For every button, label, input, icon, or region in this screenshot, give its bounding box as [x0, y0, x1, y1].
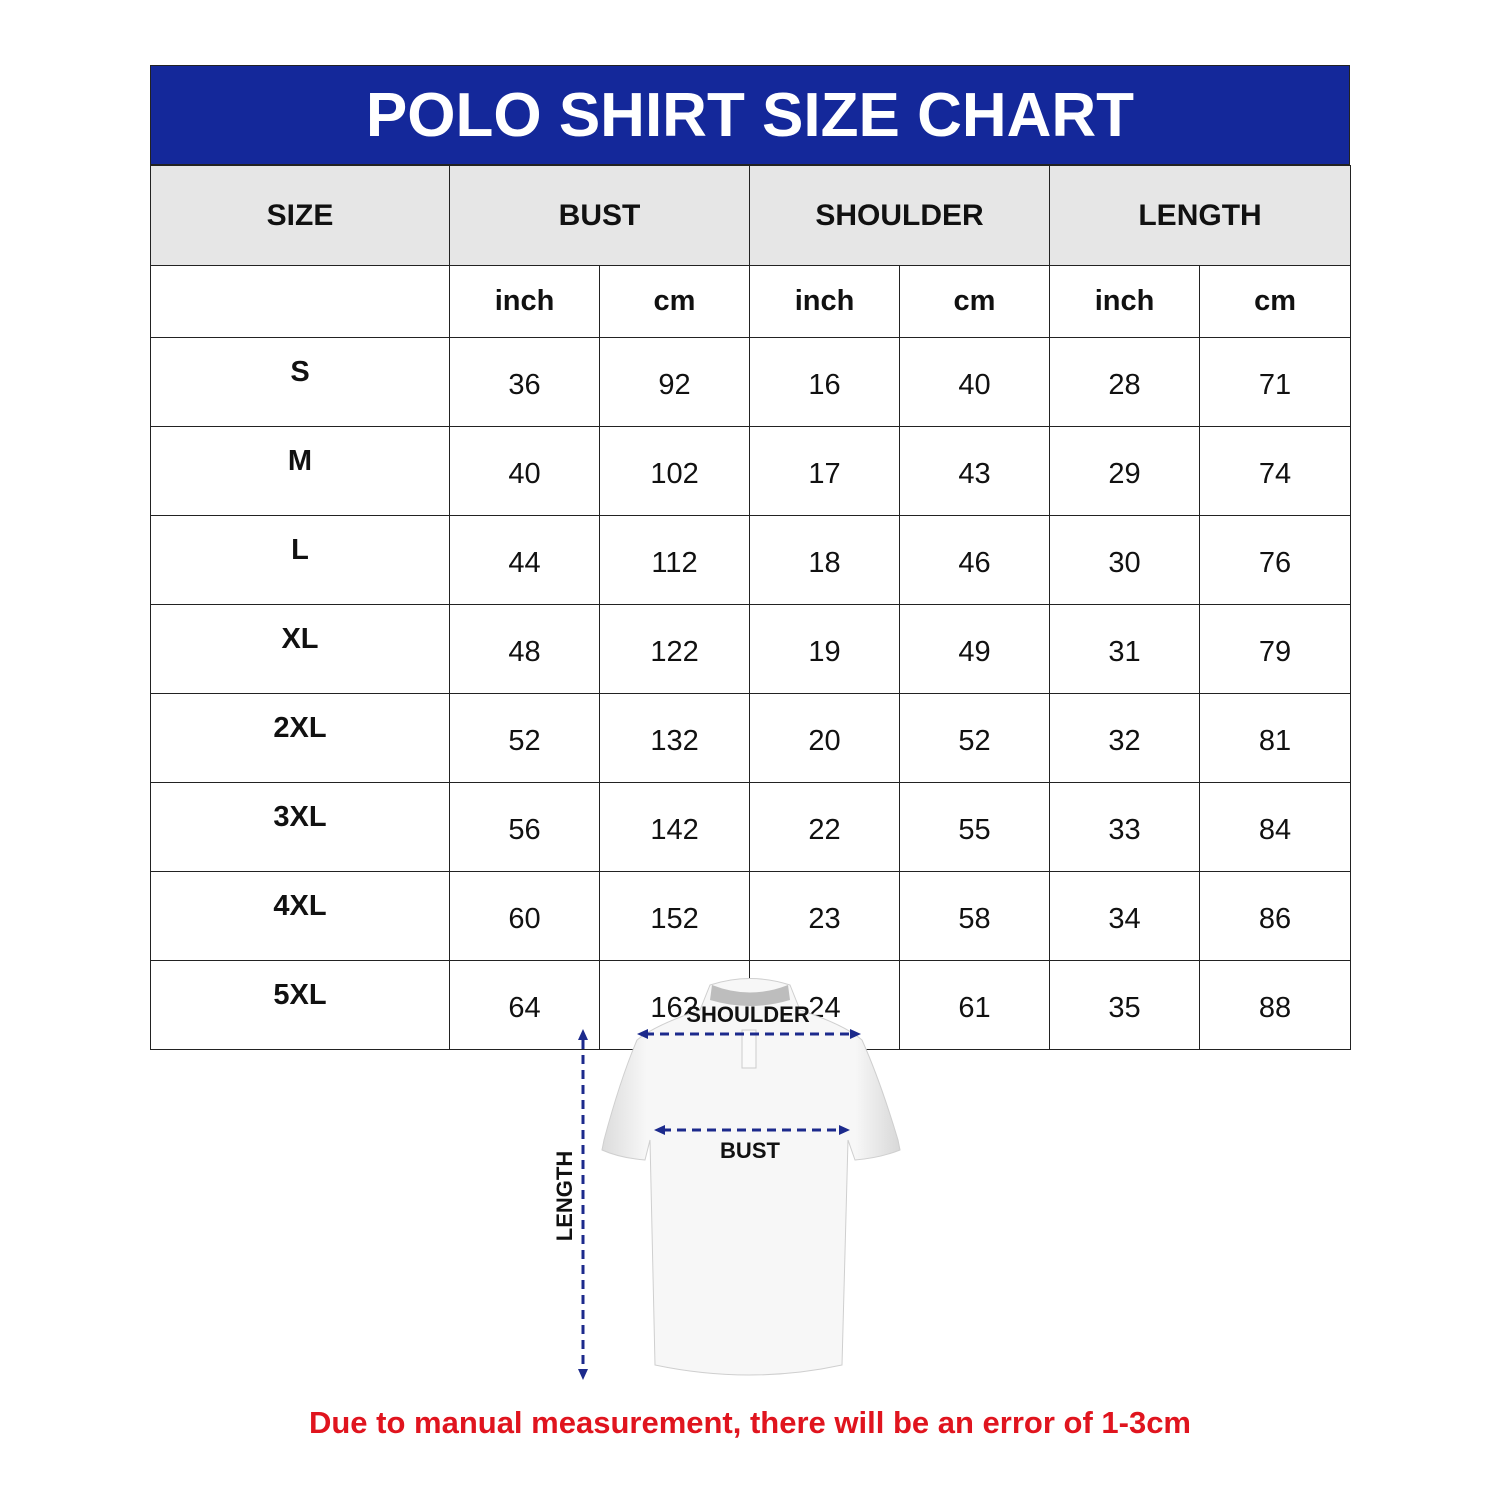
size-label: L [150, 515, 450, 605]
measurement-cell: 17 [749, 426, 901, 516]
header-length: LENGTH [1049, 165, 1352, 266]
measurement-cell: 35 [1049, 960, 1201, 1050]
header-row: SIZE BUST SHOULDER LENGTH [150, 165, 1352, 266]
measurement-cell: 31 [1049, 604, 1201, 694]
measurement-cell: 30 [1049, 515, 1201, 605]
measurement-note: Due to manual measurement, there will be… [308, 1405, 1192, 1440]
measurement-cell: 23 [749, 871, 901, 961]
size-label: M [150, 426, 450, 516]
arrowhead-icon [839, 1125, 850, 1135]
measurement-cell: 32 [1049, 693, 1201, 783]
measurement-cell: 60 [449, 871, 600, 961]
measurement-cell: 64 [449, 960, 600, 1050]
measurement-cell: 84 [1199, 782, 1352, 872]
measurement-cell: 28 [1049, 337, 1201, 427]
measurement-cell: 49 [899, 604, 1051, 694]
arrowhead-icon [654, 1125, 665, 1135]
measurement-cell: 58 [899, 871, 1051, 961]
measurement-cell: 18 [749, 515, 901, 605]
size-label: 3XL [150, 782, 450, 872]
shirt-body [601, 978, 901, 1376]
arrowhead-icon [578, 1369, 588, 1380]
measurement-cell: 88 [1199, 960, 1352, 1050]
collar [710, 985, 790, 1006]
unit-label: inch [449, 265, 600, 338]
measurement-cell: 52 [449, 693, 600, 783]
size-row: 2XL 52 132 20 52 32 81 [150, 693, 1352, 783]
measurement-cell: 79 [1199, 604, 1352, 694]
unit-label: inch [749, 265, 901, 338]
measurement-cell: 20 [749, 693, 901, 783]
measurement-cell: 76 [1199, 515, 1352, 605]
placket [741, 1029, 757, 1069]
measurement-cell: 34 [1049, 871, 1201, 961]
unit-label: cm [899, 265, 1051, 338]
shoulder-label: SHOULDER [686, 1002, 810, 1027]
measurement-cell: 74 [1199, 426, 1352, 516]
measurement-cell: 40 [899, 337, 1051, 427]
measurement-cell: 33 [1049, 782, 1201, 872]
size-label: 2XL [150, 693, 450, 783]
unit-label: inch [1049, 265, 1201, 338]
arrowhead-icon [578, 1029, 588, 1040]
size-row: L 44 112 18 46 30 76 [150, 515, 1352, 605]
unit-empty [150, 265, 450, 338]
size-label: 5XL [150, 960, 450, 1050]
size-label: S [150, 337, 450, 427]
measurement-cell: 71 [1199, 337, 1352, 427]
size-row: 3XL 56 142 22 55 33 84 [150, 782, 1352, 872]
measurement-cell: 52 [899, 693, 1051, 783]
measurement-cell: 36 [449, 337, 600, 427]
measurement-cell: 43 [899, 426, 1051, 516]
header-shoulder: SHOULDER [749, 165, 1051, 266]
measurement-cell: 122 [598, 604, 751, 694]
measurement-cell: 92 [598, 337, 751, 427]
size-label: XL [150, 604, 450, 694]
size-row: S 36 92 16 40 28 71 [150, 337, 1352, 427]
size-label: 4XL [150, 871, 450, 961]
measurement-cell: 44 [449, 515, 600, 605]
unit-row: inch cm inch cm inch cm [150, 265, 1352, 338]
measurement-cell: 152 [598, 871, 751, 961]
measurement-cell: 29 [1049, 426, 1201, 516]
bust-label: BUST [720, 1138, 780, 1163]
measurement-cell: 48 [449, 604, 600, 694]
size-table: SIZE BUST SHOULDER LENGTH inch cm inch c… [150, 165, 1352, 1050]
measurement-cell: 55 [899, 782, 1051, 872]
size-row: 4XL 60 152 23 58 34 86 [150, 871, 1352, 961]
measurement-cell: 132 [598, 693, 751, 783]
length-label: LENGTH [552, 1151, 577, 1241]
header-bust: BUST [448, 165, 751, 266]
size-row: XL 48 122 19 49 31 79 [150, 604, 1352, 694]
measurement-cell: 40 [449, 426, 600, 516]
chart-title: POLO SHIRT SIZE CHART [150, 65, 1350, 165]
measurement-cell: 112 [598, 515, 751, 605]
header-size: SIZE [150, 165, 450, 266]
measurement-cell: 56 [449, 782, 600, 872]
measurement-cell: 16 [749, 337, 901, 427]
measurement-cell: 19 [749, 604, 901, 694]
arrowhead-icon [637, 1029, 648, 1039]
measurement-cell: 142 [598, 782, 751, 872]
size-row: M 40 102 17 43 29 74 [150, 426, 1352, 516]
measurement-cell: 61 [899, 960, 1051, 1050]
measurement-cell: 102 [598, 426, 751, 516]
arrowhead-icon [850, 1029, 861, 1039]
unit-label: cm [598, 265, 751, 338]
measurement-cell: 86 [1199, 871, 1352, 961]
polo-shirt-diagram: SHOULDER BUST LENGTH [552, 978, 901, 1380]
measurement-cell: 46 [899, 515, 1051, 605]
size-chart: POLO SHIRT SIZE CHART SIZE BUST SHOULDER… [150, 65, 1352, 1050]
measurement-cell: 22 [749, 782, 901, 872]
unit-label: cm [1199, 265, 1352, 338]
measurement-cell: 81 [1199, 693, 1352, 783]
